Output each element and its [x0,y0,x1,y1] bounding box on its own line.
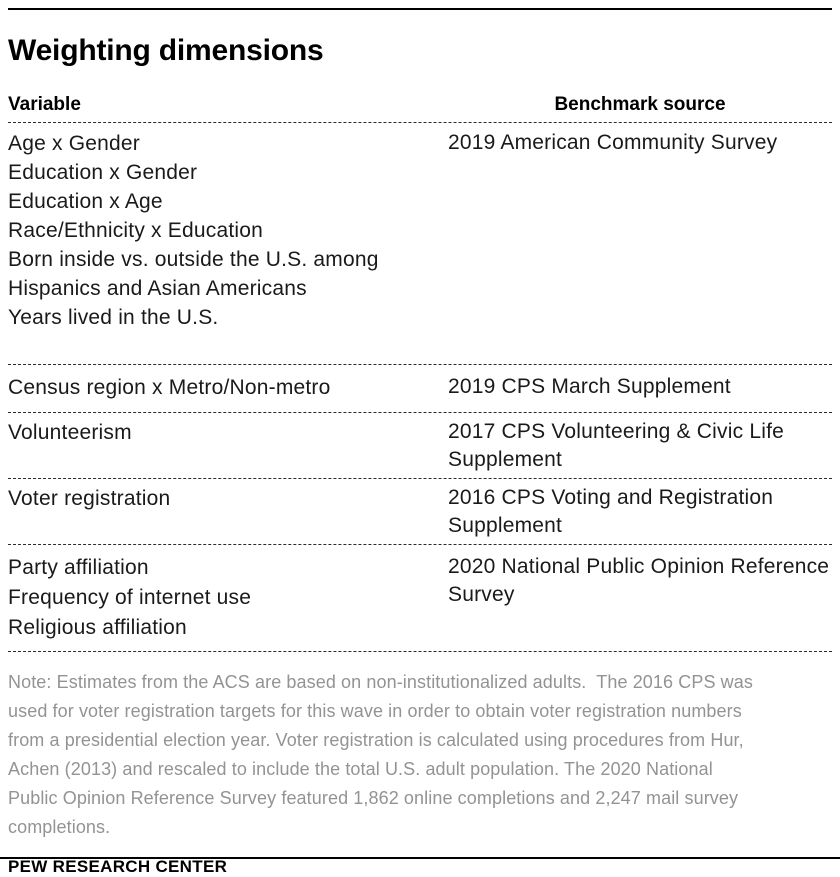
benchmark-source-label: 2017 CPS Volunteering & Civic Life Suppl… [448,420,784,471]
variable-label: Party affiliation [8,556,149,579]
variable-label: Census region x Metro/Non-metro [8,376,331,399]
page-title: Weighting dimensions [8,34,324,67]
note-line: from a presidential election year. Voter… [8,730,744,750]
variable-label: Born inside vs. outside the U.S. among H… [8,248,379,300]
variable-label: Volunteerism [8,421,132,444]
variable-cell: Volunteerism [8,418,448,474]
variable-label: Race/Ethnicity x Education [8,219,263,242]
table-row: Census region x Metro/Non-metro 2019 CPS… [8,365,832,413]
note-line: used for voter registration targets for … [8,701,742,721]
variable-cell: Party affiliation Frequency of internet … [8,553,448,643]
source-attribution: PEW RESEARCH CENTER [8,857,228,876]
table-row: Voter registration 2016 CPS Voting and R… [8,479,832,545]
variable-label: Frequency of internet use [8,586,252,609]
note-line: Achen (2013) and rescaled to include the… [8,759,713,779]
table-row: Party affiliation Frequency of internet … [8,545,832,652]
variable-cell: Voter registration [8,484,448,540]
weighting-dimensions-figure: Weighting dimensions Variable Benchmark … [0,8,840,876]
bottom-rule [0,857,840,859]
variable-label: Education x Age [8,190,163,213]
variable-label: Years lived in the U.S. [8,306,219,329]
note-line: Note: Estimates from the ACS are based o… [8,672,753,692]
variable-label: Voter registration [8,487,171,510]
table-note: Note: Estimates from the ACS are based o… [8,668,832,842]
table-row: Age x Gender Education x Gender Educatio… [8,123,832,365]
variable-cell: Age x Gender Education x Gender Educatio… [8,129,448,332]
top-rule [8,8,832,10]
benchmark-source-label: 2019 CPS March Supplement [448,375,731,398]
column-header-benchmark-source: Benchmark source [554,94,726,115]
benchmark-source-label: 2016 CPS Voting and Registration Supplem… [448,486,774,537]
variable-label: Education x Gender [8,161,198,184]
column-header-variable: Variable [8,94,81,115]
variable-label: Age x Gender [8,132,140,155]
variable-label: Religious affiliation [8,616,187,639]
note-line: completions. [8,817,111,837]
note-line: Public Opinion Reference Survey featured… [8,788,739,808]
benchmark-source-label: 2020 National Public Opinion Reference S… [448,555,830,606]
table-row: Volunteerism 2017 CPS Volunteering & Civ… [8,413,832,479]
benchmark-source-label: 2019 American Community Survey [448,131,778,154]
table-header-row: Variable Benchmark source [8,94,832,123]
variable-cell: Census region x Metro/Non-metro [8,373,448,402]
